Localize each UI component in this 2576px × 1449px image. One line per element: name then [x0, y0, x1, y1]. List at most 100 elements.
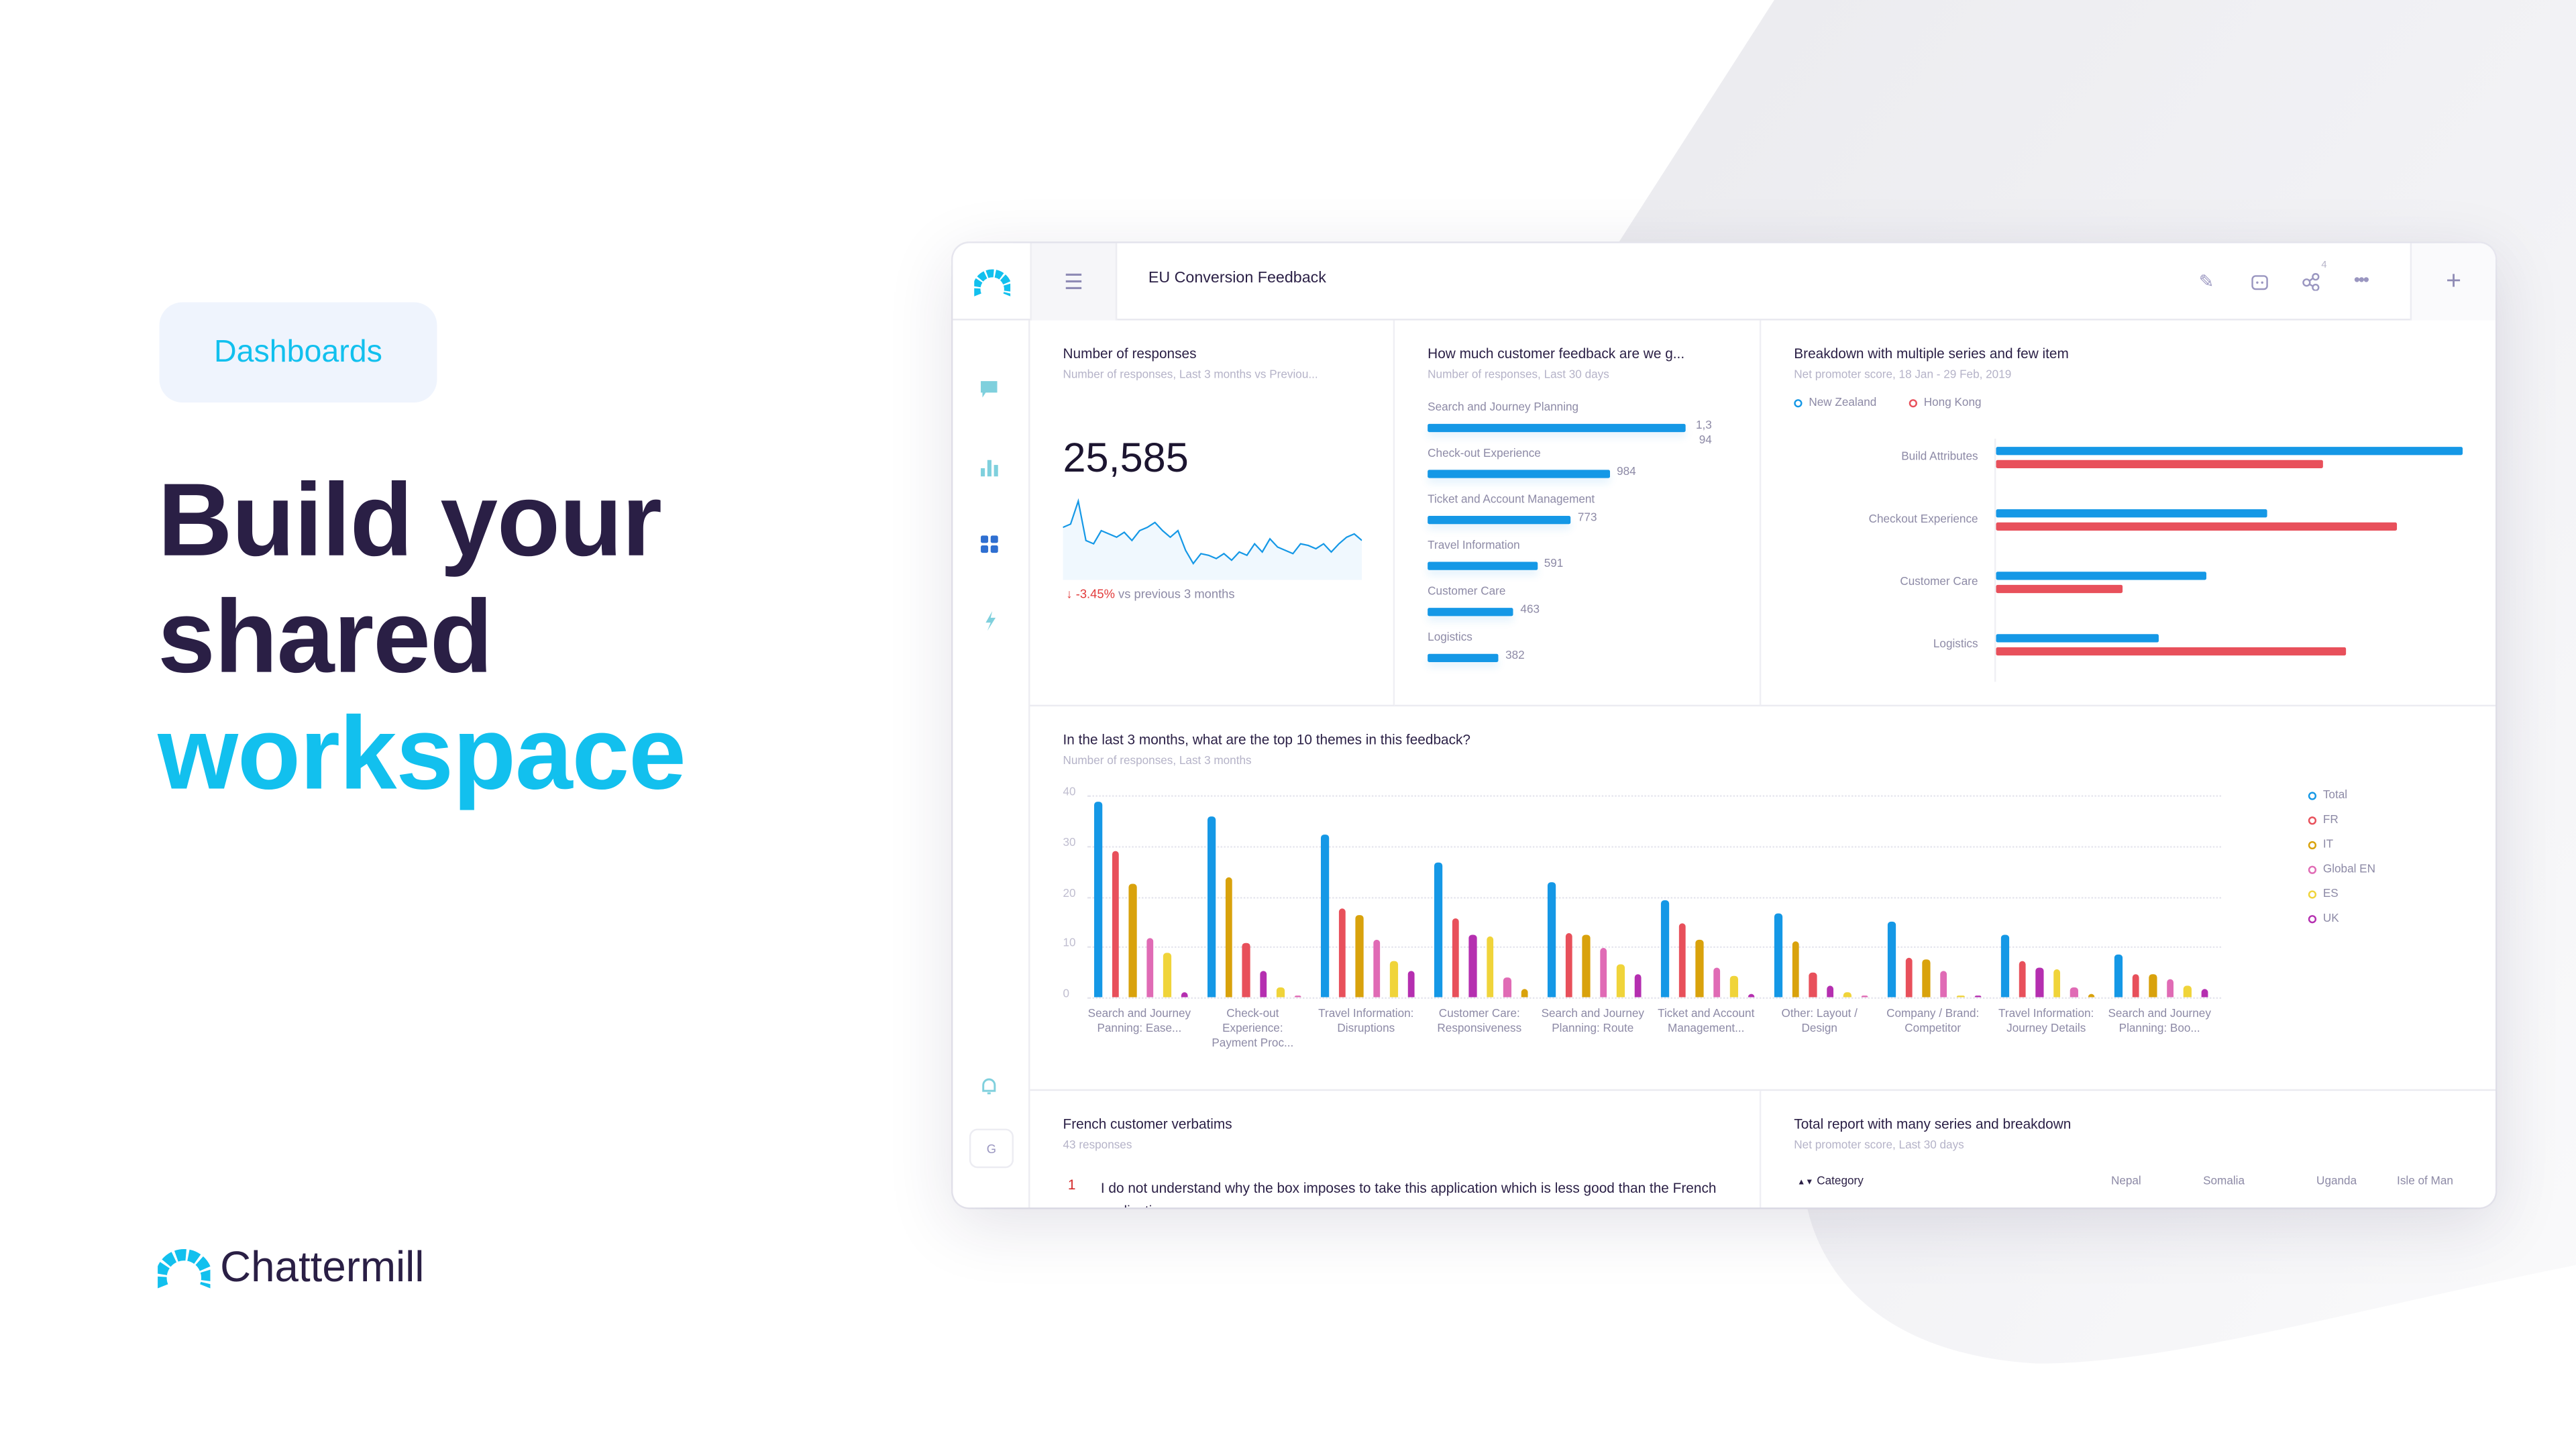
bar-fr[interactable] — [1242, 943, 1250, 998]
sidebar-item-feedback[interactable] — [977, 378, 1004, 404]
bar-global-en[interactable] — [1293, 996, 1301, 998]
app-logo[interactable] — [953, 243, 1030, 320]
bar-it[interactable] — [1582, 934, 1590, 998]
edit-button[interactable]: ✎ — [2193, 268, 2219, 294]
bar-es[interactable] — [2053, 969, 2061, 998]
bar-es[interactable] — [1616, 963, 1624, 998]
bar-fr[interactable] — [1338, 909, 1346, 998]
bar-uk[interactable] — [1468, 934, 1477, 998]
bar-global-en[interactable] — [1939, 971, 1947, 998]
legend-it[interactable]: IT — [2308, 839, 2333, 851]
bar-fr[interactable] — [1678, 924, 1686, 998]
bar-es[interactable] — [1486, 936, 1494, 998]
bar-uk[interactable] — [1747, 994, 1755, 998]
bar-es[interactable] — [1163, 953, 1171, 998]
bar-it[interactable] — [2087, 994, 2095, 998]
bar[interactable] — [1428, 608, 1513, 616]
bar-new-zealand[interactable] — [1996, 509, 2267, 518]
bar-es[interactable] — [1956, 996, 1964, 998]
legend-fr[interactable]: FR — [2308, 815, 2339, 826]
bar-hong-kong[interactable] — [1996, 522, 2398, 531]
bar[interactable] — [1428, 561, 1538, 570]
bar-new-zealand[interactable] — [1996, 634, 2159, 643]
legend-new-zealand[interactable]: New Zealand — [1794, 398, 1876, 409]
bar-total[interactable] — [1208, 816, 1216, 998]
bar-es[interactable] — [1843, 992, 1851, 998]
bar-new-zealand[interactable] — [1996, 447, 2463, 455]
bar-fr[interactable] — [1564, 932, 1572, 998]
bar-hong-kong[interactable] — [1996, 460, 2323, 468]
calendar-button[interactable] — [2246, 268, 2272, 294]
bar-hong-kong[interactable] — [1996, 647, 2347, 656]
bar-total[interactable] — [1660, 900, 1668, 998]
bar-uk[interactable] — [1180, 991, 1188, 998]
user-avatar[interactable]: G — [969, 1128, 1014, 1169]
column-header-nepal[interactable]: Nepal — [2110, 1176, 2141, 1188]
bar-global-en[interactable] — [1503, 977, 1511, 998]
bar-fr[interactable] — [1904, 957, 1913, 998]
bar-fr[interactable] — [1809, 971, 1817, 998]
bar-fr[interactable] — [1111, 851, 1119, 998]
bar-es[interactable] — [1729, 975, 1737, 998]
bar-it[interactable] — [1224, 877, 1232, 998]
column-header-uganda[interactable]: Uganda — [2316, 1176, 2357, 1188]
bar-uk[interactable] — [2200, 989, 2208, 998]
add-widget-button[interactable]: + — [2410, 243, 2496, 321]
bar-total[interactable] — [1547, 881, 1555, 998]
bar[interactable] — [1428, 653, 1499, 662]
bar-it[interactable] — [1520, 989, 1528, 998]
bar-uk[interactable] — [1826, 985, 1834, 998]
bar-uk[interactable] — [1974, 996, 1982, 998]
legend-global-en[interactable]: Global EN — [2308, 864, 2375, 875]
bar-fr[interactable] — [2131, 974, 2139, 998]
bar-global-en[interactable] — [1860, 996, 1868, 998]
bar-total[interactable] — [1774, 912, 1782, 998]
bar[interactable] — [1428, 423, 1686, 433]
bar-global-en[interactable] — [2165, 979, 2174, 998]
bar-total[interactable] — [2114, 955, 2122, 998]
legend-hong-kong[interactable]: Hong Kong — [1909, 398, 1982, 409]
column-header-somalia[interactable]: Somalia — [2203, 1176, 2245, 1188]
bar-global-en[interactable] — [1373, 940, 1381, 998]
bar-total[interactable] — [1094, 802, 1102, 998]
bar[interactable] — [1428, 470, 1610, 478]
bar-total[interactable] — [1434, 863, 1442, 998]
menu-button[interactable]: ☰ — [1030, 243, 1118, 321]
bar-fr[interactable] — [1451, 918, 1459, 998]
sidebar-item-analytics[interactable] — [977, 455, 1004, 481]
column-header-category[interactable]: ▲▼ Category — [1797, 1176, 1864, 1187]
legend-es[interactable]: ES — [2308, 889, 2339, 900]
bar-global-en[interactable] — [2070, 987, 2078, 998]
bar-fr[interactable] — [2018, 961, 2026, 998]
bar-it[interactable] — [1128, 883, 1136, 998]
bar-new-zealand[interactable] — [1996, 572, 2206, 580]
bar-uk[interactable] — [1259, 971, 1267, 998]
column-header-isle-of-man[interactable]: Isle of Man — [2397, 1176, 2453, 1188]
verbatim-text[interactable]: I do not understand why the box imposes … — [1100, 1179, 1717, 1208]
sidebar-item-dashboards[interactable] — [977, 532, 1004, 558]
bar-es[interactable] — [1276, 987, 1284, 998]
bar[interactable] — [1428, 515, 1571, 525]
legend-total[interactable]: Total — [2308, 790, 2347, 802]
bar-total[interactable] — [1320, 834, 1329, 998]
bar-global-en[interactable] — [1599, 949, 1607, 998]
bar-it[interactable] — [1791, 941, 1799, 998]
sidebar-item-automation[interactable] — [977, 610, 1004, 636]
bar-global-en[interactable] — [1713, 967, 1721, 998]
bar-es[interactable] — [2183, 985, 2191, 998]
more-button[interactable]: ••• — [2348, 268, 2374, 294]
bar-hong-kong[interactable] — [1996, 584, 2123, 594]
bar-uk[interactable] — [1633, 973, 1642, 998]
bar-uk[interactable] — [2035, 968, 2043, 998]
bar-global-en[interactable] — [1146, 938, 1154, 998]
bar-total[interactable] — [2000, 934, 2008, 998]
legend-uk[interactable]: UK — [2308, 914, 2339, 925]
notifications-button[interactable] — [977, 1075, 1004, 1101]
share-button[interactable] — [2297, 268, 2323, 294]
bar-it[interactable] — [1695, 940, 1703, 998]
bar-it[interactable] — [1922, 959, 1930, 998]
bar-it[interactable] — [2149, 974, 2157, 998]
bar-es[interactable] — [1389, 961, 1397, 998]
bar-total[interactable] — [1887, 922, 1895, 998]
bar-uk[interactable] — [1407, 971, 1415, 998]
